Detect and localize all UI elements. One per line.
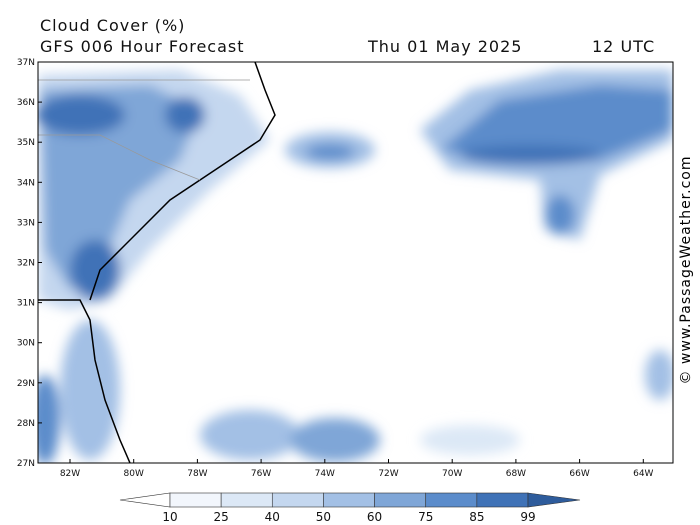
colorbar-label: 25 <box>214 510 229 524</box>
lat-label: 30N <box>17 339 35 349</box>
lat-label: 27N <box>17 459 35 469</box>
colorbar-label: 10 <box>162 510 177 524</box>
lon-label: 76W <box>251 469 271 479</box>
colorbar-box <box>323 492 375 508</box>
lon-label: 74W <box>315 469 335 479</box>
lat-label: 32N <box>17 259 35 269</box>
lon-label: 70W <box>442 469 462 479</box>
colorbar-label: 99 <box>520 510 535 524</box>
lon-label: 64W <box>633 469 653 479</box>
model: GFS 006 Hour Forecast <box>40 37 245 56</box>
colorbar-box <box>374 492 427 508</box>
date: Thu 01 May 2025 <box>367 37 522 56</box>
colorbar-box <box>425 492 478 508</box>
lon-label: 82W <box>60 469 80 479</box>
colorbar-label: 75 <box>418 510 433 524</box>
lat-label: 31N <box>17 299 35 309</box>
lon-label: 66W <box>569 469 589 479</box>
colorbar-box <box>169 492 222 508</box>
colorbar-label: 50 <box>316 510 331 524</box>
colorbar-low <box>119 492 171 508</box>
lon-label: 68W <box>506 469 526 479</box>
lon-label: 80W <box>124 469 144 479</box>
colorbar-box <box>476 492 529 508</box>
colorbar-label: 40 <box>265 510 280 524</box>
lon-label: 72W <box>378 469 398 479</box>
colorbar-box <box>271 492 324 508</box>
lat-label: 33N <box>17 218 35 228</box>
time: 12 UTC <box>592 37 655 56</box>
colorbar-high <box>527 492 581 508</box>
lat-label: 36N <box>17 98 35 108</box>
lat-label: 35N <box>17 138 35 148</box>
cloud-field <box>38 62 673 463</box>
colorbar-label: 60 <box>367 510 382 524</box>
lat-label: 29N <box>17 379 35 389</box>
credit: © www.PassageWeather.com <box>678 155 694 384</box>
lat-label: 34N <box>17 178 35 188</box>
colorbar-box <box>220 492 273 508</box>
lon-label: 78W <box>187 469 207 479</box>
lat-label: 37N <box>17 58 35 68</box>
colorbar-label: 85 <box>469 510 484 524</box>
title: Cloud Cover (%) <box>40 16 185 35</box>
lat-label: 28N <box>17 419 35 429</box>
